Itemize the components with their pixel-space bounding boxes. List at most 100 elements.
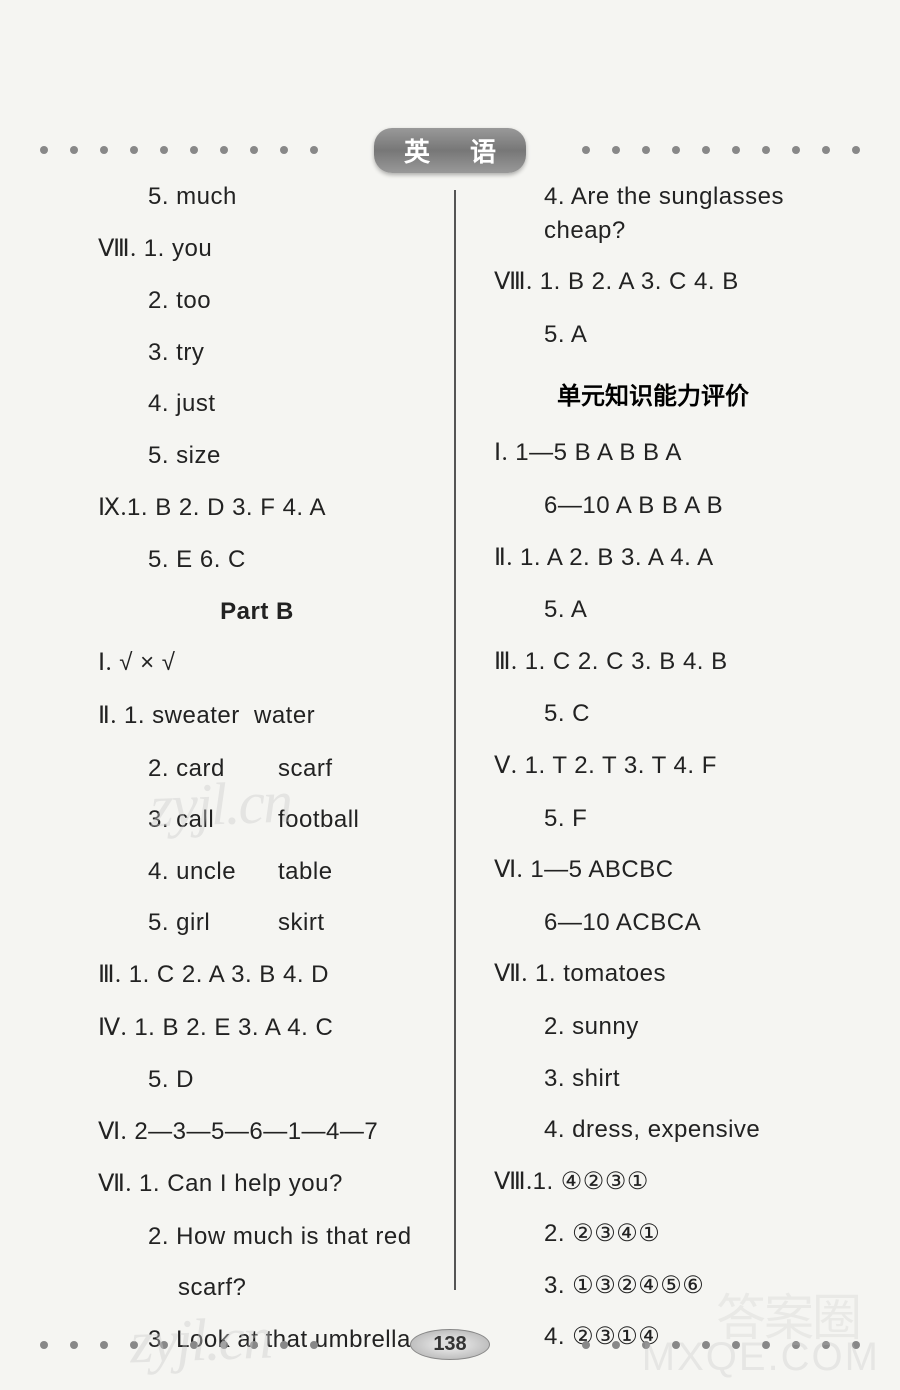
answer-line: 5. A [474,593,832,627]
part-heading: Part B [78,595,436,629]
dot [612,146,620,154]
header-dots-right [582,146,860,154]
dot [852,1341,860,1349]
answer-line: 5. much [78,180,436,214]
answer-line: Ⅷ. 1. you [78,232,436,267]
section-label: Ⅵ. [494,857,523,883]
answer-line: 3. shirt [474,1062,832,1096]
header-dots-left [40,146,318,154]
dot [732,1341,740,1349]
answer-line: 5. size [78,439,436,473]
dot [220,1341,228,1349]
dot [190,1341,198,1349]
section-label: Ⅷ. [98,236,137,262]
answer-line: 5. girlskirt [78,906,436,940]
dot [250,146,258,154]
answer-line: 2. ②③④① [474,1217,832,1251]
section-label: Ⅳ. [98,1015,127,1041]
answer-line: 5. A [474,318,832,352]
section-label: Ⅶ. [98,1171,132,1197]
dot [130,1341,138,1349]
section-label: Ⅰ. [98,650,112,676]
section-label: Ⅱ. [494,545,513,571]
dot [310,1341,318,1349]
dot [130,146,138,154]
dot [40,1341,48,1349]
dot [40,146,48,154]
dot [792,146,800,154]
answer-line: 4. dress, expensive [474,1113,832,1147]
dot [160,1341,168,1349]
answer-line: 3. callfootball [78,803,436,837]
answer-line: Ⅲ. 1. C 2. A 3. B 4. D [78,958,436,993]
dot [762,146,770,154]
dot [822,146,830,154]
answer-line: 4. Are the sunglasses cheap? [474,180,832,247]
answer-line: 5. F [474,802,832,836]
answer-line: Ⅵ. 2—3—5—6—1—4—7 [78,1115,436,1150]
answer-line: 2. too [78,284,436,318]
dot [792,1341,800,1349]
dot [672,146,680,154]
unit-title: 单元知识能力评价 [474,376,832,411]
answer-line: 2. How much is that red [78,1220,436,1254]
dot [852,146,860,154]
page-number-badge: 138 [410,1329,489,1360]
section-label: Ⅵ. [98,1119,127,1145]
section-label: Ⅷ. [494,1169,533,1195]
footer: 138 [0,1329,900,1360]
dot [160,146,168,154]
section-label: Ⅶ. [494,961,528,987]
dot [280,1341,288,1349]
dot [100,1341,108,1349]
subject-char-2: 语 [470,132,496,169]
dot [310,146,318,154]
answer-line: 4. uncletable [78,855,436,889]
answer-line: 6—10 A B B A B [474,489,832,523]
dot [220,146,228,154]
dot [190,146,198,154]
left-column: 5. much Ⅷ. 1. you 2. too 3. try 4. just … [60,180,454,1310]
right-column: 4. Are the sunglasses cheap? Ⅷ. 1. B 2. … [456,180,850,1310]
answer-line: 2. cardscarf [78,752,436,786]
dot [762,1341,770,1349]
dot [642,1341,650,1349]
dot [672,1341,680,1349]
section-label: Ⅴ. [494,753,517,779]
dot [70,146,78,154]
dot [822,1341,830,1349]
answer-line: Ⅸ.1. B 2. D 3. F 4. A [78,491,436,526]
answer-line: Ⅵ. 1—5 ABCBC [474,853,832,888]
section-label: Ⅷ. [494,269,533,295]
answer-line: Ⅷ.1. ④②③① [474,1165,832,1200]
answer-line: 5. C [474,697,832,731]
dot [100,146,108,154]
section-label: Ⅲ. [98,962,122,988]
footer-dots-right [582,1341,860,1349]
dot [702,146,710,154]
answer-line: Ⅴ. 1. T 2. T 3. T 4. F [474,749,832,784]
dot [732,146,740,154]
subject-badge: 英 语 [374,128,526,173]
dot [582,1341,590,1349]
answer-line: 5. E 6. C [78,543,436,577]
answer-line: 6—10 ACBCA [474,906,832,940]
answer-line: Ⅶ. 1. tomatoes [474,957,832,992]
subject-char-1: 英 [404,132,430,169]
answer-line: 3. try [78,336,436,370]
dot [280,146,288,154]
answer-line: 2. sunny [474,1010,832,1044]
dot [70,1341,78,1349]
section-label: Ⅰ. [494,440,508,466]
dot [250,1341,258,1349]
section-label: Ⅲ. [494,649,518,675]
answer-line: Ⅳ. 1. B 2. E 3. A 4. C [78,1011,436,1046]
answer-line: Ⅰ. √ × √ [78,646,436,681]
answer-line: Ⅱ. 1. A 2. B 3. A 4. A [474,541,832,576]
answer-line: Ⅰ. 1—5 B A B B A [474,436,832,471]
dot [582,146,590,154]
section-label: Ⅱ. [98,703,117,729]
answer-line: Ⅶ. 1. Can I help you? [78,1167,436,1202]
answer-line: Ⅷ. 1. B 2. A 3. C 4. B [474,265,832,300]
content-area: 5. much Ⅷ. 1. you 2. too 3. try 4. just … [60,180,850,1310]
